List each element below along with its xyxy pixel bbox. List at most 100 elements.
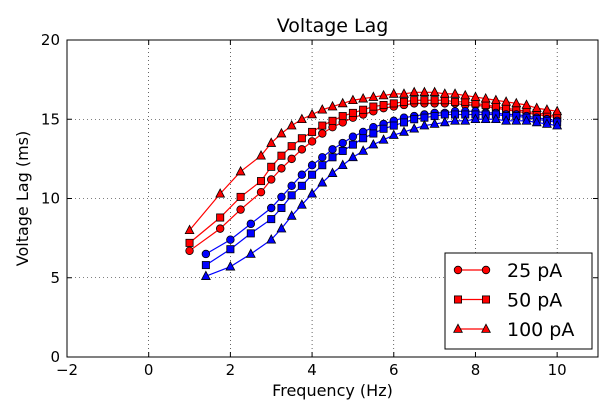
data-point (307, 137, 317, 146)
data-point (541, 118, 552, 128)
data-point (327, 167, 338, 177)
y-tick-label: 5 (50, 269, 60, 287)
data-point (471, 99, 480, 108)
data-point (318, 121, 327, 130)
data-point (419, 119, 430, 130)
data-point (552, 105, 563, 116)
data-point (440, 96, 449, 105)
legend: 25 pA 50 pA 100 pA (444, 252, 593, 350)
data-point (256, 150, 266, 160)
data-point (429, 86, 440, 97)
data-point (267, 175, 276, 184)
data-point (277, 151, 286, 160)
legend-entry: 100 pA (453, 319, 574, 341)
data-point (389, 99, 398, 108)
data-point (470, 91, 481, 101)
data-point (317, 104, 328, 114)
data-point (379, 100, 388, 109)
data-point (338, 138, 347, 148)
data-point (267, 162, 276, 171)
x-tick-label: 4 (307, 361, 317, 379)
data-point (215, 224, 225, 233)
data-point (481, 100, 490, 109)
data-point (297, 170, 307, 179)
data-point (358, 145, 369, 155)
data-point (439, 88, 450, 98)
data-point (369, 129, 378, 138)
data-point (541, 104, 552, 114)
data-point (337, 97, 348, 108)
series-line (200, 113, 563, 280)
data-point (184, 224, 195, 235)
x-tick-label: −2 (56, 361, 78, 379)
data-point (453, 323, 463, 333)
y-tick-label: 0 (50, 348, 60, 366)
data-point (308, 170, 317, 179)
data-point (215, 188, 226, 198)
data-point (328, 153, 337, 162)
data-point (277, 192, 286, 202)
data-point (453, 295, 462, 304)
data-point (308, 127, 317, 136)
data-point (490, 94, 501, 105)
data-point (201, 249, 211, 259)
data-point (481, 323, 491, 333)
x-tick-label: 6 (389, 361, 399, 379)
data-point (531, 116, 542, 127)
data-point (266, 137, 277, 147)
data-point (267, 203, 276, 213)
legend-entry: 50 pA (453, 290, 562, 312)
data-point (297, 145, 307, 154)
data-point (368, 91, 379, 101)
x-tick-label: 10 (548, 361, 567, 379)
data-point (296, 113, 307, 124)
data-point (347, 151, 358, 162)
data-point (480, 113, 491, 124)
data-point (521, 99, 532, 109)
data-point (236, 192, 245, 201)
data-point (399, 97, 408, 106)
y-tick-label: 15 (41, 110, 60, 128)
data-point (276, 222, 287, 233)
data-point (480, 92, 491, 103)
data-point (266, 234, 277, 244)
data-point (399, 126, 409, 136)
data-point (317, 176, 328, 187)
data-point (450, 115, 460, 125)
data-point (429, 118, 440, 128)
data-point (200, 270, 211, 280)
data-point (256, 187, 266, 197)
data-point (450, 88, 460, 98)
data-point (481, 265, 491, 275)
data-point (201, 261, 210, 270)
y-tick-label: 20 (41, 31, 60, 49)
data-point (276, 127, 287, 138)
data-point (328, 116, 337, 125)
data-point (409, 86, 420, 97)
chart-title: Voltage Lag (277, 15, 389, 37)
data-point (521, 115, 532, 125)
data-point (420, 96, 429, 105)
data-point (225, 260, 236, 271)
data-point (286, 210, 297, 220)
data-point (552, 119, 563, 130)
data-point (348, 132, 358, 141)
legend-label: 25 pA (507, 260, 562, 282)
data-point (359, 134, 368, 143)
data-point (318, 129, 327, 138)
data-point (451, 97, 460, 106)
data-point (461, 97, 470, 106)
data-point (287, 154, 296, 164)
data-point (296, 199, 307, 209)
series-line (185, 96, 562, 247)
legend-box (444, 252, 593, 350)
data-point (460, 115, 471, 125)
data-point (358, 92, 369, 103)
data-point (297, 134, 306, 143)
data-point (531, 102, 542, 112)
y-axis-label: Voltage Lag (ms) (13, 131, 32, 266)
data-point (453, 265, 463, 275)
y-tick-label: 10 (41, 190, 60, 208)
data-point (185, 246, 194, 256)
data-point (348, 108, 357, 117)
